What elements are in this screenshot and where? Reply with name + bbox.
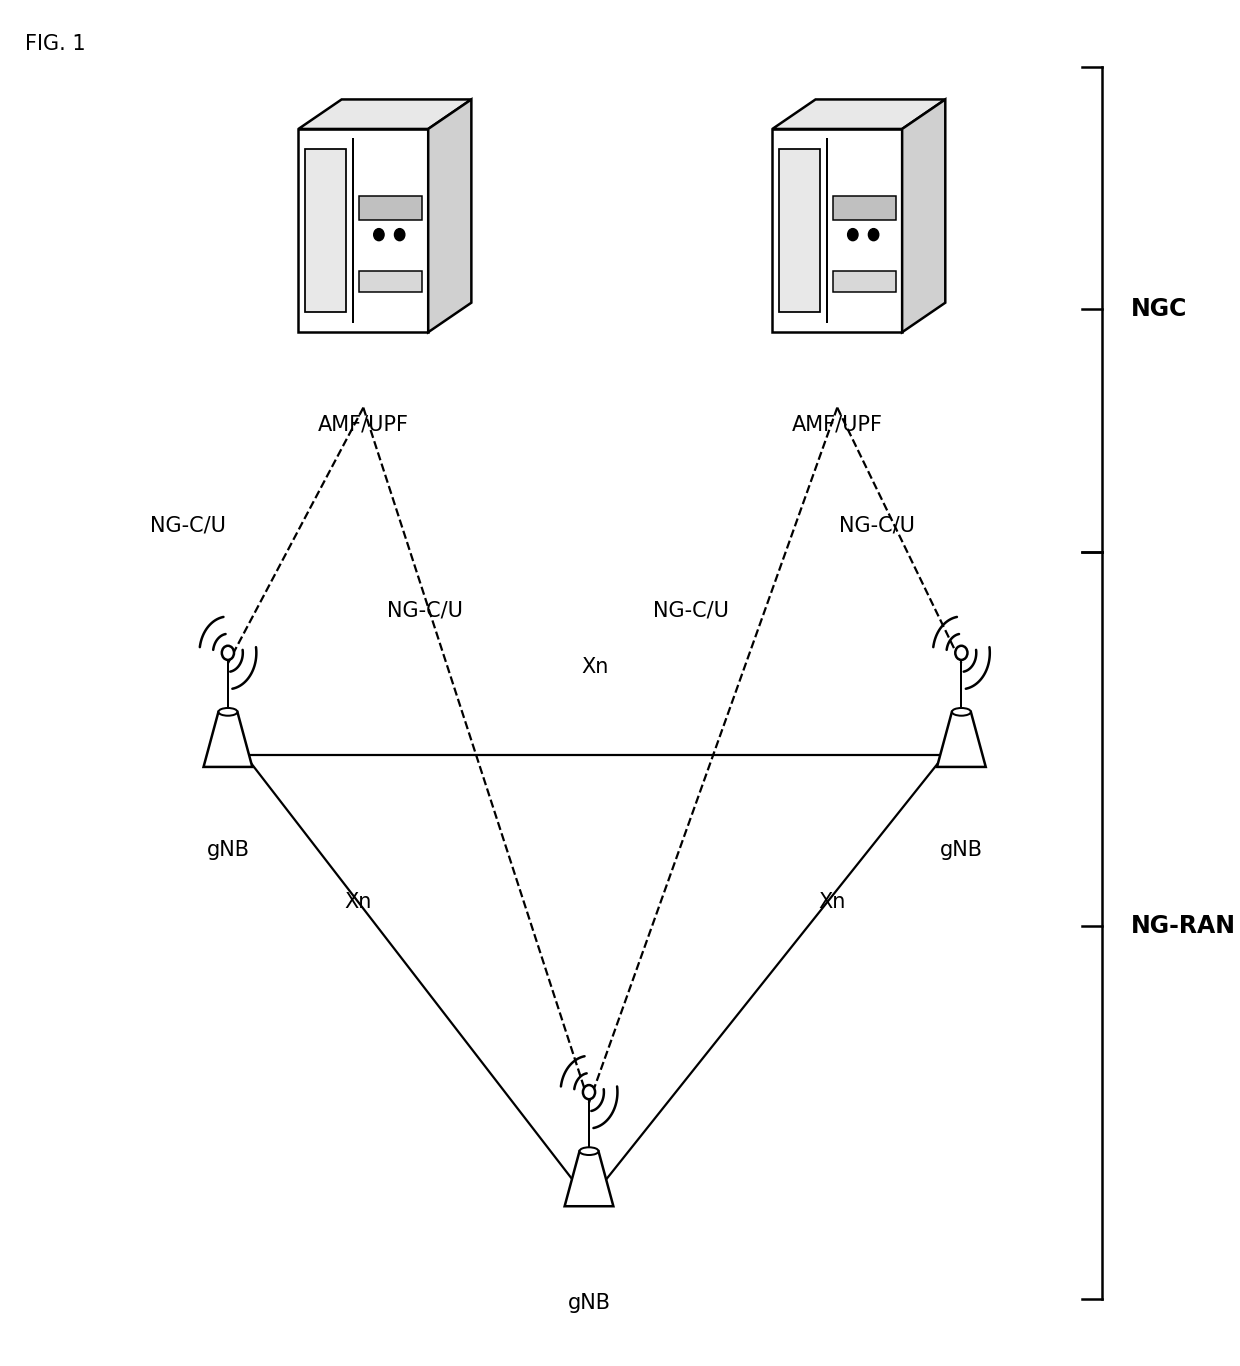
- Circle shape: [373, 228, 384, 240]
- Polygon shape: [360, 272, 422, 291]
- Circle shape: [868, 228, 879, 240]
- Polygon shape: [903, 100, 945, 332]
- Text: NG-C/U: NG-C/U: [387, 601, 464, 622]
- Text: NG-C/U: NG-C/U: [652, 601, 729, 622]
- Circle shape: [583, 1085, 595, 1100]
- Circle shape: [222, 646, 234, 660]
- Text: NG-C/U: NG-C/U: [838, 515, 915, 535]
- Polygon shape: [305, 149, 346, 311]
- Text: gNB: gNB: [206, 840, 249, 861]
- Polygon shape: [299, 100, 471, 128]
- Text: AMF/UPF: AMF/UPF: [317, 414, 409, 434]
- Text: NG-RAN: NG-RAN: [1131, 914, 1235, 937]
- Ellipse shape: [579, 1147, 599, 1156]
- Text: NG-C/U: NG-C/U: [150, 515, 227, 535]
- Text: AMF/UPF: AMF/UPF: [792, 414, 883, 434]
- Text: NGC: NGC: [1131, 298, 1187, 321]
- Polygon shape: [779, 149, 821, 311]
- Ellipse shape: [952, 708, 971, 716]
- Polygon shape: [773, 128, 903, 332]
- Polygon shape: [833, 197, 895, 220]
- Polygon shape: [203, 712, 252, 766]
- Polygon shape: [833, 272, 895, 291]
- Text: gNB: gNB: [568, 1292, 610, 1313]
- Text: Xn: Xn: [343, 892, 371, 912]
- Circle shape: [848, 228, 858, 240]
- Ellipse shape: [218, 708, 237, 716]
- Polygon shape: [564, 1152, 614, 1206]
- Polygon shape: [360, 197, 422, 220]
- Text: Xn: Xn: [582, 657, 609, 678]
- Polygon shape: [428, 100, 471, 332]
- Text: FIG. 1: FIG. 1: [25, 34, 86, 55]
- Circle shape: [955, 646, 967, 660]
- Polygon shape: [773, 100, 945, 128]
- Text: Xn: Xn: [818, 892, 846, 912]
- Circle shape: [394, 228, 404, 240]
- Polygon shape: [299, 128, 428, 332]
- Text: gNB: gNB: [940, 840, 983, 861]
- Polygon shape: [937, 712, 986, 766]
